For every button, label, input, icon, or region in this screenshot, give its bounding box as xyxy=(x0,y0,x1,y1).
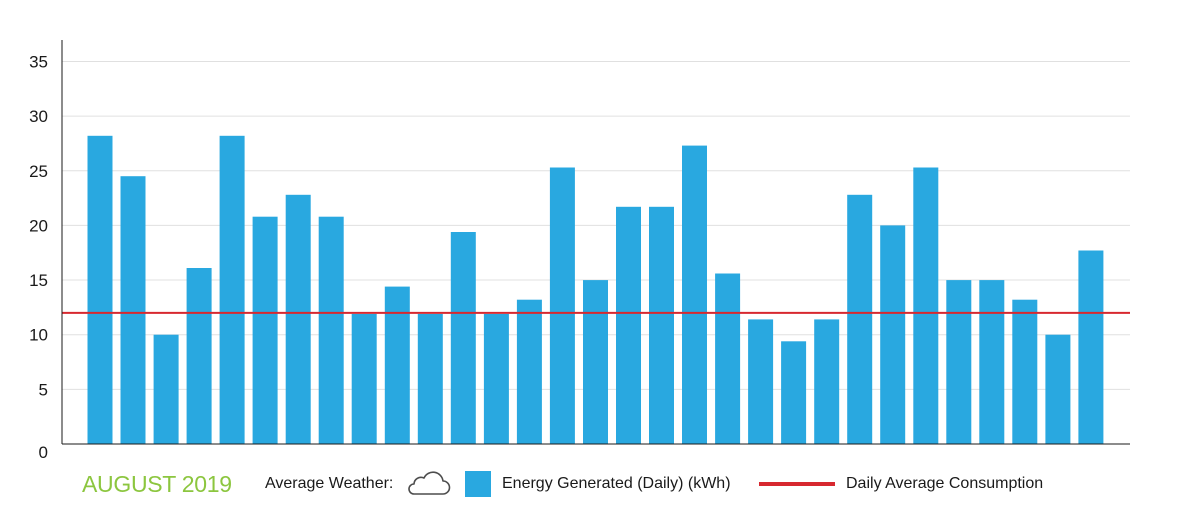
bar-day-4 xyxy=(186,268,212,444)
y-tick-label: 5 xyxy=(39,380,48,399)
bar-day-12 xyxy=(450,232,476,444)
bar-day-28 xyxy=(979,280,1005,444)
axes xyxy=(61,40,1130,445)
bar-day-25 xyxy=(880,225,906,444)
bar-day-17 xyxy=(616,206,641,444)
bar-day-8 xyxy=(318,216,344,444)
period-label: AUGUST 2019 xyxy=(82,470,232,497)
bar-day-7 xyxy=(285,194,311,444)
bar-day-9 xyxy=(351,313,377,444)
line-legend-label: Daily Average Consumption xyxy=(846,475,1044,492)
line-legend-swatch xyxy=(759,466,835,502)
y-tick-label: 10 xyxy=(29,326,48,345)
bar-day-31 xyxy=(1078,250,1104,444)
bar-day-11 xyxy=(417,313,443,444)
bar-day-23 xyxy=(814,319,840,444)
bar-day-27 xyxy=(946,280,972,444)
bar-day-24 xyxy=(847,194,873,444)
y-tick-label: 15 xyxy=(29,271,48,290)
bar-day-1 xyxy=(87,135,113,445)
y-tick-labels: 0 5 10 15 20 25 30 35 xyxy=(29,52,48,462)
bar-day-26 xyxy=(913,167,939,444)
y-tick-label: 0 xyxy=(39,443,48,462)
y-tick-label: 35 xyxy=(29,52,48,71)
y-tick-label: 30 xyxy=(29,107,48,126)
legend: AUGUST 2019 Average Weather: Energy Gene… xyxy=(0,466,1200,502)
bar-day-16 xyxy=(583,280,608,444)
bar-day-3 xyxy=(153,334,179,444)
bar-day-5 xyxy=(219,135,245,445)
bar-day-21 xyxy=(748,319,774,444)
bar-day-30 xyxy=(1045,334,1071,444)
bar-day-29 xyxy=(1012,299,1038,444)
bar-day-14 xyxy=(516,299,542,444)
weather-label: Average Weather: xyxy=(265,475,394,492)
bar-day-2 xyxy=(120,176,146,444)
bar-day-10 xyxy=(384,286,410,444)
bar-day-22 xyxy=(781,341,807,444)
y-tick-label: 25 xyxy=(29,162,48,181)
bar-day-15 xyxy=(549,167,575,444)
bar-day-13 xyxy=(483,313,509,444)
bar-day-18 xyxy=(649,206,674,444)
bar-day-6 xyxy=(252,216,278,444)
cloud-icon xyxy=(404,466,452,502)
bar-day-20 xyxy=(715,273,741,444)
y-tick-label: 20 xyxy=(29,216,48,235)
bar-legend-swatch xyxy=(465,466,491,502)
bar-legend-label: Energy Generated (Daily) (kWh) xyxy=(502,475,731,492)
bar-day-19 xyxy=(682,145,707,444)
bars xyxy=(87,135,1104,445)
